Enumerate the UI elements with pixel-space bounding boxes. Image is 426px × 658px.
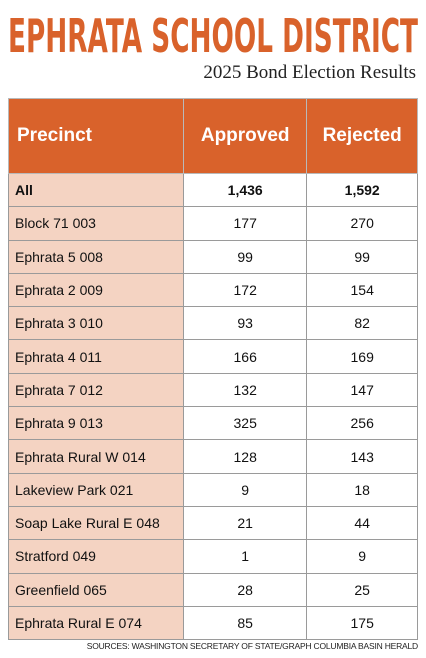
table-row: Stratford 049 1 9 bbox=[8, 539, 418, 574]
count-cell: 28 bbox=[182, 572, 308, 607]
table-row: Ephrata 5 008 99 99 bbox=[8, 239, 418, 274]
count-cell: 82 bbox=[306, 306, 418, 341]
count-cell: 93 bbox=[182, 306, 308, 341]
count-cell: 85 bbox=[182, 605, 308, 641]
precinct-cell: Ephrata 7 012 bbox=[8, 372, 184, 408]
count-cell: 172 bbox=[182, 272, 308, 308]
precinct-cell: All bbox=[8, 172, 184, 208]
precinct-cell: Ephrata 2 009 bbox=[8, 272, 184, 308]
table-row: Ephrata Rural E 074 85 175 bbox=[8, 605, 418, 641]
column-header: Rejected bbox=[306, 98, 418, 174]
count-cell: 99 bbox=[306, 239, 418, 274]
table-row: Soap Lake Rural E 048 21 44 bbox=[8, 505, 418, 541]
column-header: Approved bbox=[182, 98, 308, 174]
count-cell: 166 bbox=[182, 339, 308, 374]
source: SOURCES: WASHINGTON SECRETARY OF STATE/G… bbox=[86, 641, 418, 651]
count-cell: 177 bbox=[182, 206, 308, 241]
count-cell: 132 bbox=[182, 372, 308, 408]
table-row: Block 71 003 177 270 bbox=[8, 206, 418, 241]
count-cell: 1,436 bbox=[182, 172, 308, 208]
table-body: All 1,436 1,592 Block 71 003 177 270 Ephrata 5… bbox=[8, 172, 418, 641]
count-cell: 44 bbox=[306, 505, 418, 541]
subtitle: 2025 Bond Election Results bbox=[203, 62, 416, 83]
count-cell: 21 bbox=[182, 505, 308, 541]
count-cell: 256 bbox=[306, 406, 418, 441]
precinct-cell: Stratford 049 bbox=[8, 539, 184, 574]
count-cell: 1,592 bbox=[306, 172, 418, 208]
precinct-cell: Ephrata Rural W 014 bbox=[8, 439, 184, 474]
table-row: Ephrata 3 010 93 82 bbox=[8, 306, 418, 341]
count-cell: 169 bbox=[306, 339, 418, 374]
count-cell: 9 bbox=[306, 539, 418, 574]
precinct-cell: Ephrata 3 010 bbox=[8, 306, 184, 341]
table-row: Ephrata Rural W 014 128 143 bbox=[8, 439, 418, 474]
precinct-cell: Ephrata 5 008 bbox=[8, 239, 184, 274]
precinct-cell: Greenfield 065 bbox=[8, 572, 184, 607]
precinct-cell: Ephrata 9 013 bbox=[8, 406, 184, 441]
table-row: Ephrata 4 011 166 169 bbox=[8, 339, 418, 374]
table-row: Ephrata 7 012 132 147 bbox=[8, 372, 418, 408]
count-cell: 143 bbox=[306, 439, 418, 474]
title-box: EPHRATA SCHOOL DISTRICT bbox=[8, 9, 418, 58]
precinct-cell: Block 71 003 bbox=[8, 206, 184, 241]
table-row: Ephrata 9 013 325 256 bbox=[8, 406, 418, 441]
count-cell: 25 bbox=[306, 572, 418, 607]
table-head: Precinct Approved Rejected bbox=[8, 98, 418, 174]
header-row: Precinct Approved Rejected bbox=[8, 98, 418, 174]
count-cell: 325 bbox=[182, 406, 308, 441]
count-cell: 128 bbox=[182, 439, 308, 474]
title: EPHRATA SCHOOL DISTRICT bbox=[8, 9, 418, 58]
column-header: Precinct bbox=[8, 98, 184, 174]
table-row: All 1,436 1,592 bbox=[8, 172, 418, 208]
count-cell: 154 bbox=[306, 272, 418, 308]
table-row: Greenfield 065 28 25 bbox=[8, 572, 418, 607]
table-row: Lakeview Park 021 9 18 bbox=[8, 472, 418, 507]
count-cell: 147 bbox=[306, 372, 418, 408]
count-cell: 99 bbox=[182, 239, 308, 274]
results-table: Precinct Approved Rejected All 1,436 1,592 Bl… bbox=[8, 98, 418, 641]
count-cell: 18 bbox=[306, 472, 418, 507]
precinct-cell: Ephrata 4 011 bbox=[8, 339, 184, 374]
precinct-cell: Lakeview Park 021 bbox=[8, 472, 184, 507]
precinct-cell: Soap Lake Rural E 048 bbox=[8, 505, 184, 541]
count-cell: 1 bbox=[182, 539, 308, 574]
table-row: Ephrata 2 009 172 154 bbox=[8, 272, 418, 308]
precinct-cell: Ephrata Rural E 074 bbox=[8, 605, 184, 641]
count-cell: 175 bbox=[306, 605, 418, 641]
count-cell: 270 bbox=[306, 206, 418, 241]
count-cell: 9 bbox=[182, 472, 308, 507]
